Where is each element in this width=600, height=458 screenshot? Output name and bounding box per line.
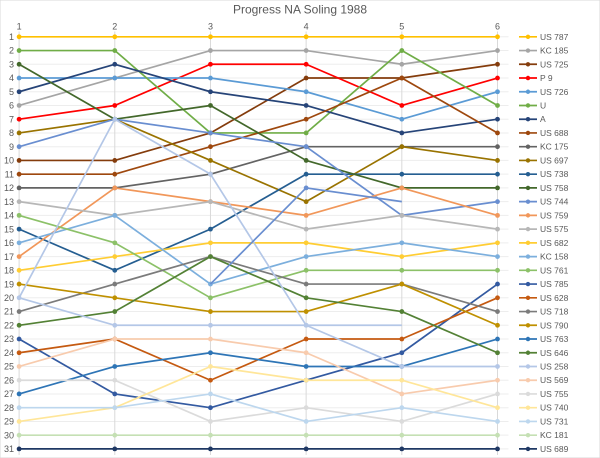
svg-text:6: 6 (9, 101, 14, 111)
svg-text:3: 3 (208, 22, 213, 32)
svg-text:22: 22 (4, 320, 14, 330)
svg-text:15: 15 (4, 224, 14, 234)
svg-text:20: 20 (4, 293, 14, 303)
svg-text:18: 18 (4, 266, 14, 276)
svg-text:US 682: US 682 (540, 238, 569, 248)
svg-text:3: 3 (9, 59, 14, 69)
svg-text:23: 23 (4, 334, 14, 344)
svg-text:US 761: US 761 (540, 265, 569, 275)
svg-text:US 758: US 758 (540, 183, 569, 193)
svg-text:US 740: US 740 (540, 403, 569, 413)
svg-text:P 9: P 9 (540, 73, 553, 83)
svg-text:28: 28 (4, 403, 14, 413)
svg-text:2: 2 (9, 46, 14, 56)
svg-text:26: 26 (4, 375, 14, 385)
svg-text:5: 5 (9, 87, 14, 97)
svg-text:25: 25 (4, 362, 14, 372)
svg-text:A: A (540, 114, 546, 124)
svg-text:US 718: US 718 (540, 307, 569, 317)
svg-text:US 726: US 726 (540, 87, 569, 97)
svg-text:2: 2 (112, 22, 117, 32)
svg-text:US 738: US 738 (540, 169, 569, 179)
svg-text:9: 9 (9, 142, 14, 152)
svg-text:1: 1 (17, 22, 22, 32)
svg-text:US 697: US 697 (540, 155, 569, 165)
svg-text:13: 13 (4, 197, 14, 207)
svg-text:29: 29 (4, 417, 14, 427)
svg-text:US 759: US 759 (540, 210, 569, 220)
svg-text:1: 1 (9, 32, 14, 42)
svg-text:6: 6 (495, 22, 500, 32)
svg-text:Progress NA Soling 1988: Progress NA Soling 1988 (233, 3, 367, 17)
svg-text:US 755: US 755 (540, 389, 569, 399)
svg-text:US 258: US 258 (540, 361, 569, 371)
svg-text:24: 24 (4, 348, 14, 358)
svg-text:US 787: US 787 (540, 32, 569, 42)
svg-text:U: U (540, 100, 546, 110)
svg-text:21: 21 (4, 307, 14, 317)
svg-text:US 688: US 688 (540, 128, 569, 138)
svg-text:US 785: US 785 (540, 279, 569, 289)
svg-text:US 725: US 725 (540, 59, 569, 69)
svg-text:US 731: US 731 (540, 416, 569, 426)
svg-text:4: 4 (9, 73, 14, 83)
svg-text:US 744: US 744 (540, 197, 569, 207)
svg-text:US 763: US 763 (540, 334, 569, 344)
svg-text:KC 185: KC 185 (540, 46, 569, 56)
svg-text:10: 10 (4, 156, 14, 166)
svg-text:27: 27 (4, 389, 14, 399)
svg-text:7: 7 (9, 114, 14, 124)
svg-text:US 790: US 790 (540, 320, 569, 330)
svg-text:KC 158: KC 158 (540, 252, 569, 262)
svg-text:11: 11 (5, 169, 14, 179)
svg-text:KC 175: KC 175 (540, 142, 569, 152)
svg-text:5: 5 (399, 22, 404, 32)
svg-text:16: 16 (4, 238, 14, 248)
svg-text:US 628: US 628 (540, 293, 569, 303)
svg-text:30: 30 (4, 430, 14, 440)
svg-text:KC 181: KC 181 (540, 430, 569, 440)
svg-text:12: 12 (4, 183, 14, 193)
svg-text:US 646: US 646 (540, 348, 569, 358)
svg-text:19: 19 (4, 279, 14, 289)
svg-text:17: 17 (4, 252, 14, 262)
svg-text:US 569: US 569 (540, 375, 569, 385)
svg-text:US 575: US 575 (540, 224, 569, 234)
svg-text:8: 8 (9, 128, 14, 138)
svg-text:4: 4 (304, 22, 309, 32)
svg-text:US 689: US 689 (540, 444, 569, 454)
svg-text:14: 14 (4, 211, 14, 221)
svg-text:31: 31 (4, 444, 14, 454)
